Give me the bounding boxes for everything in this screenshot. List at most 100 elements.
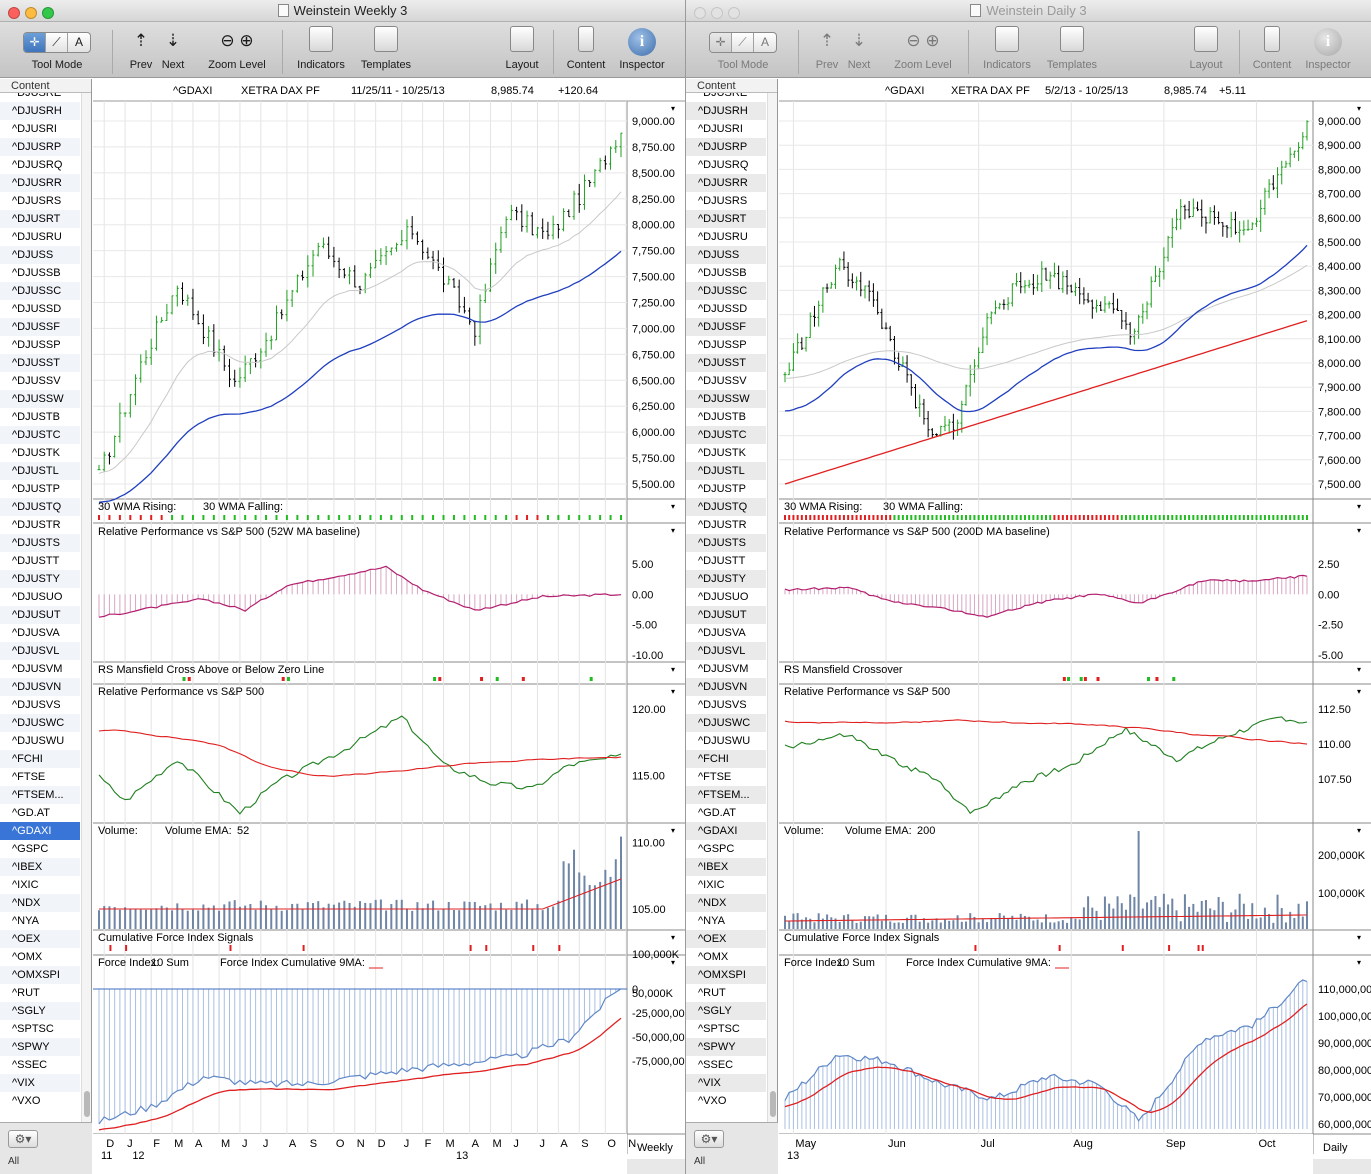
sidebar-item-oex[interactable]: ^OEX [686, 930, 766, 948]
indicators-button[interactable]: Indicators [292, 26, 350, 71]
sidebar-item-gspc[interactable]: ^GSPC [698, 843, 735, 855]
sidebar-item-djustq[interactable]: ^DJUSTQ [0, 498, 80, 516]
sidebar-item-gdaxi[interactable]: ^GDAXI [0, 822, 80, 840]
sidebar-item-ftse[interactable]: ^FTSE [698, 771, 732, 783]
sidebar-item-djuswc[interactable]: ^DJUSWC [0, 714, 80, 732]
sidebar-item-djustc[interactable]: ^DJUSTC [686, 426, 766, 444]
sidebar-item-vix[interactable]: ^VIX [0, 1074, 80, 1092]
sidebar-item-djussv[interactable]: ^DJUSSV [12, 375, 61, 387]
sidebar-item-sptsc[interactable]: ^SPTSC [12, 1023, 54, 1035]
sidebar-item-omxspi[interactable]: ^OMXSPI [686, 966, 766, 984]
sidebar-item-djusrt[interactable]: ^DJUSRT [0, 210, 80, 228]
sidebar-item-djustr[interactable]: ^DJUSTR [698, 519, 747, 531]
symbol-list[interactable]: ^DJUSRE ^DJUSRH ^DJUSRI ^DJUSRP ^DJUSRQ ^DJUS… [686, 93, 766, 1123]
sidebar-item-nya[interactable]: ^NYA [698, 915, 725, 927]
sidebar-item-ibex[interactable]: ^IBEX [686, 858, 766, 876]
sidebar-item-djusri[interactable]: ^DJUSRI [698, 123, 743, 135]
sidebar-item-ssec[interactable]: ^SSEC [12, 1059, 48, 1071]
sidebar-item-djusty[interactable]: ^DJUSTY [686, 570, 766, 588]
sidebar-item-djustt[interactable]: ^DJUSTT [698, 555, 746, 567]
sidebar-item-djusre[interactable]: ^DJUSRE [698, 93, 748, 99]
sidebar-item-omxspi[interactable]: ^OMXSPI [0, 966, 80, 984]
sidebar-item-rut[interactable]: ^RUT [698, 987, 726, 999]
sidebar-item-sgly[interactable]: ^SGLY [686, 1002, 766, 1020]
sidebar-item-djustb[interactable]: ^DJUSTB [698, 411, 746, 423]
crosshair-icon[interactable]: ✛ [24, 33, 46, 52]
sidebar-item-djusvn[interactable]: ^DJUSVN [686, 678, 766, 696]
sidebar-item-fchi[interactable]: ^FCHI [0, 750, 80, 768]
zoom-window-button[interactable] [728, 7, 740, 19]
sidebar-item-djusru[interactable]: ^DJUSRU [12, 231, 62, 243]
sidebar-item-djusuo[interactable]: ^DJUSUO [12, 591, 63, 603]
text-tool-icon[interactable]: A [74, 35, 83, 49]
sidebar-item-djustp[interactable]: ^DJUSTP [12, 483, 60, 495]
sidebar-item-djussp[interactable]: ^DJUSSP [698, 339, 747, 351]
sidebar-item-djusrs[interactable]: ^DJUSRS [12, 195, 62, 207]
sidebar-item-djussd[interactable]: ^DJUSSD [12, 303, 62, 315]
tool-mode-control[interactable]: ✛ ⟋ A [23, 32, 91, 53]
sidebar-item-djussw[interactable]: ^DJUSSW [686, 390, 766, 408]
sidebar-item-djussv[interactable]: ^DJUSSV [698, 375, 747, 387]
zoom-level-control[interactable]: ⊖ ⊕ Zoom Level [888, 26, 958, 71]
sidebar-item-djusts[interactable]: ^DJUSTS [0, 534, 80, 552]
inspector-button[interactable]: i Inspector [614, 26, 670, 71]
sidebar-item-djusrh[interactable]: ^DJUSRH [686, 102, 766, 120]
indicators-button[interactable]: Indicators [978, 26, 1036, 71]
sidebar-item-djuswc[interactable]: ^DJUSWC [686, 714, 766, 732]
sidebar-item-djusru[interactable]: ^DJUSRU [698, 231, 748, 243]
sidebar-item-sgly[interactable]: ^SGLY [0, 1002, 80, 1020]
sidebar-item-gdat[interactable]: ^GD.AT [12, 807, 50, 819]
content-button[interactable]: Content [1248, 26, 1296, 71]
sidebar-item-djussb[interactable]: ^DJUSSB [698, 267, 747, 279]
prev-button[interactable]: ⇡ Prev [124, 26, 158, 71]
sidebar-item-nya[interactable]: ^NYA [12, 915, 39, 927]
sidebar-item-gdaxi[interactable]: ^GDAXI [686, 822, 766, 840]
sidebar-item-djusvm[interactable]: ^DJUSVM [12, 663, 63, 675]
content-button[interactable]: Content [562, 26, 610, 71]
sidebar-item-djusva[interactable]: ^DJUSVA [12, 627, 60, 639]
sidebar-item-djustl[interactable]: ^DJUSTL [0, 462, 80, 480]
sidebar-item-djusrp[interactable]: ^DJUSRP [686, 138, 766, 156]
line-tool-icon[interactable]: ⟋ [732, 33, 754, 52]
sidebar-item-djustl[interactable]: ^DJUSTL [686, 462, 766, 480]
sidebar-item-djuswu[interactable]: ^DJUSWU [698, 735, 751, 747]
sidebar-item-djusva[interactable]: ^DJUSVA [698, 627, 746, 639]
sidebar-item-djusrp[interactable]: ^DJUSRP [0, 138, 80, 156]
sidebar-item-spwy[interactable]: ^SPWY [0, 1038, 80, 1056]
sidebar-item-djusrs[interactable]: ^DJUSRS [698, 195, 748, 207]
layout-button[interactable]: Layout [1184, 26, 1228, 71]
sidebar-item-djusts[interactable]: ^DJUSTS [686, 534, 766, 552]
sidebar-item-ftse[interactable]: ^FTSE [12, 771, 46, 783]
gear-icon[interactable]: ⚙▾ [8, 1130, 38, 1148]
sidebar-item-ibex[interactable]: ^IBEX [0, 858, 80, 876]
sidebar-item-djuss[interactable]: ^DJUSS [686, 246, 766, 264]
sidebar-item-djusst[interactable]: ^DJUSST [686, 354, 766, 372]
sidebar-item-omx[interactable]: ^OMX [698, 951, 729, 963]
sidebar-item-oex[interactable]: ^OEX [0, 930, 80, 948]
title-bar[interactable]: Weinstein Weekly 3 [0, 0, 685, 22]
tool-mode-control[interactable]: ✛ ⟋ A [709, 32, 777, 53]
sidebar-item-djussf[interactable]: ^DJUSSF [686, 318, 766, 336]
prev-button[interactable]: ⇡ Prev [810, 26, 844, 71]
sidebar-item-vxo[interactable]: ^VXO [12, 1095, 41, 1107]
sidebar-item-djusrr[interactable]: ^DJUSRR [686, 174, 766, 192]
sidebar-item-ftsem[interactable]: ^FTSEM... [686, 786, 766, 804]
sidebar-item-djusvl[interactable]: ^DJUSVL [686, 642, 766, 660]
templates-button[interactable]: Templates [1042, 26, 1102, 71]
zoom-window-button[interactable] [42, 7, 54, 19]
sidebar-item-djussf[interactable]: ^DJUSSF [0, 318, 80, 336]
gear-icon[interactable]: ⚙▾ [694, 1130, 724, 1148]
sidebar-item-ndx[interactable]: ^NDX [0, 894, 80, 912]
sidebar-item-djusvs[interactable]: ^DJUSVS [12, 699, 61, 711]
zoom-level-control[interactable]: ⊖ ⊕ Zoom Level [202, 26, 272, 71]
minimize-window-button[interactable] [711, 7, 723, 19]
sidebar-item-djussb[interactable]: ^DJUSSB [12, 267, 61, 279]
sidebar-item-djusrq[interactable]: ^DJUSRQ [12, 159, 63, 171]
weekly-chart-area[interactable]: ^GDAXI XETRA DAX PF 11/25/11 - 10/25/13 8,9… [93, 79, 685, 1174]
inspector-button[interactable]: i Inspector [1300, 26, 1356, 71]
symbol-list[interactable]: ^DJUSRE ^DJUSRH ^DJUSRI ^DJUSRP ^DJUSRQ ^DJUS… [0, 93, 80, 1123]
sidebar-item-spwy[interactable]: ^SPWY [686, 1038, 766, 1056]
sidebar-item-djuss[interactable]: ^DJUSS [0, 246, 80, 264]
sidebar-item-djustk[interactable]: ^DJUSTK [12, 447, 60, 459]
sidebar-item-djusrt[interactable]: ^DJUSRT [686, 210, 766, 228]
